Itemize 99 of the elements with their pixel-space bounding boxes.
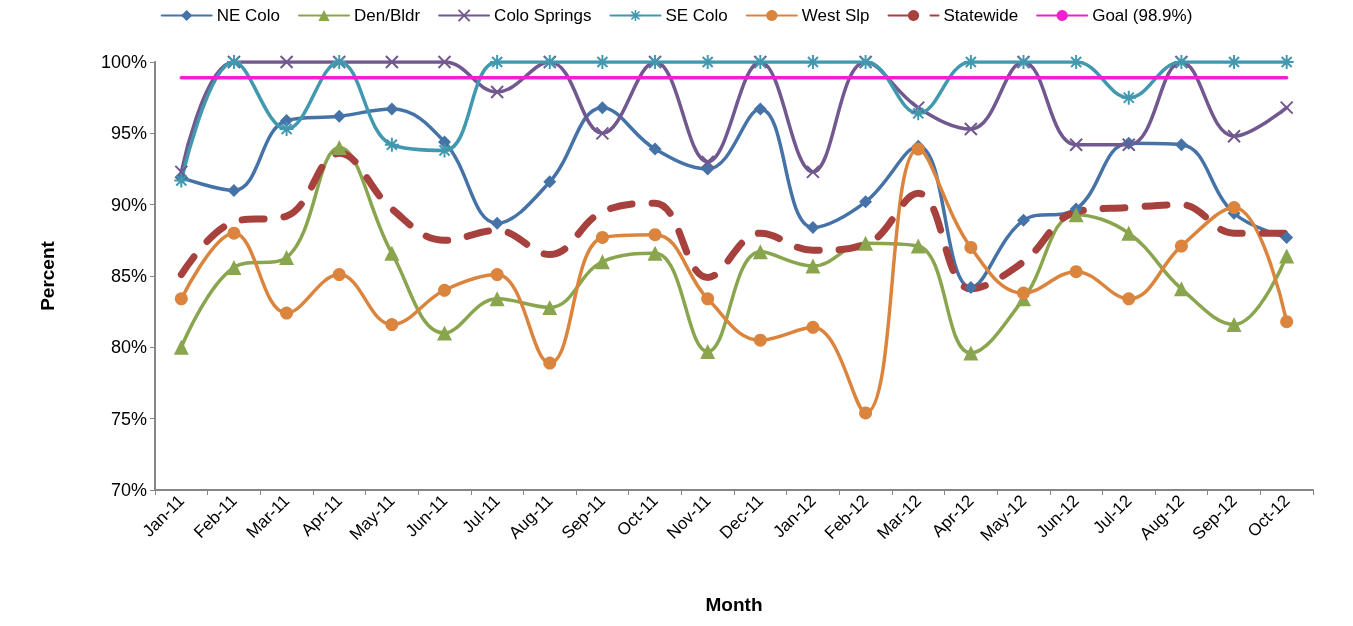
- point: [752, 244, 768, 260]
- point: [1017, 213, 1030, 227]
- point: [1069, 137, 1084, 152]
- point: [806, 220, 820, 234]
- point: [332, 268, 346, 282]
- point: [279, 249, 295, 265]
- legend-label: Goal (98.9%): [1092, 6, 1193, 25]
- point: [859, 195, 873, 209]
- point: [437, 143, 452, 158]
- legend-label: Colo Springs: [494, 6, 592, 25]
- legend-label: NE Colo: [216, 6, 280, 25]
- legend-label: West Slp: [801, 6, 870, 25]
- point: [964, 280, 978, 294]
- point: [1280, 230, 1294, 244]
- point: [595, 55, 610, 69]
- point: [1017, 286, 1030, 300]
- point: [542, 299, 558, 315]
- point: [594, 254, 610, 270]
- point: [174, 292, 188, 306]
- point: [438, 283, 451, 297]
- point: [648, 142, 662, 156]
- point: [964, 240, 978, 254]
- point: [280, 306, 294, 320]
- point: [543, 356, 557, 370]
- y-tick-label: 90%: [110, 194, 147, 215]
- point: [1121, 90, 1136, 105]
- point: [1174, 239, 1188, 253]
- point: [384, 245, 400, 261]
- y-tick-label: 100%: [100, 52, 147, 72]
- point: [1279, 248, 1295, 264]
- point: [385, 102, 399, 116]
- point: [700, 344, 716, 360]
- y-tick-label: 75%: [110, 408, 147, 429]
- y-axis-title: Percent: [37, 240, 58, 311]
- point: [490, 268, 504, 282]
- point: [595, 101, 609, 115]
- point: [753, 333, 767, 347]
- point: [753, 102, 767, 116]
- point: [805, 258, 821, 274]
- point: [1173, 281, 1189, 297]
- legend-label: SE Colo: [665, 6, 728, 25]
- point: [647, 245, 663, 261]
- point: [700, 154, 715, 169]
- point: [1280, 315, 1294, 329]
- y-tick-label: 80%: [110, 337, 147, 358]
- point: [1279, 100, 1294, 115]
- y-tick-label: 95%: [110, 123, 147, 144]
- point: [1226, 317, 1242, 333]
- legend-label: Statewide: [943, 6, 1019, 25]
- point: [1227, 55, 1242, 69]
- point: [332, 109, 346, 123]
- point: [385, 318, 399, 331]
- point: [805, 164, 820, 179]
- point: [489, 291, 505, 307]
- point: [1122, 292, 1136, 306]
- point: [911, 106, 926, 121]
- point: [595, 126, 610, 141]
- point: [490, 84, 505, 99]
- point: [806, 320, 820, 334]
- point: [437, 325, 452, 341]
- point: [384, 137, 399, 152]
- point: [227, 226, 241, 240]
- point: [1174, 138, 1188, 152]
- point: [963, 122, 978, 137]
- point: [173, 339, 189, 355]
- point: [858, 235, 874, 251]
- point: [174, 164, 189, 179]
- point: [805, 55, 820, 69]
- point: [279, 122, 294, 137]
- point: [331, 140, 347, 156]
- point: [1069, 55, 1084, 69]
- point: [859, 406, 873, 420]
- point: [279, 55, 294, 69]
- point: [1227, 129, 1242, 144]
- point: [227, 183, 241, 197]
- point: [701, 292, 715, 306]
- point: [648, 228, 662, 242]
- point: [963, 55, 978, 69]
- point: [1069, 265, 1083, 279]
- legend-label: Den/Bldr: [353, 6, 421, 25]
- y-tick-label: 70%: [110, 480, 147, 500]
- point: [1227, 201, 1241, 215]
- point: [438, 135, 451, 149]
- point: [437, 55, 452, 69]
- point: [963, 345, 979, 361]
- point: [490, 216, 504, 230]
- point: [1121, 225, 1137, 241]
- y-tick-label: 85%: [110, 266, 147, 286]
- point: [543, 175, 557, 189]
- point: [1279, 55, 1294, 69]
- point: [700, 55, 715, 69]
- point: [384, 55, 399, 69]
- point: [1068, 207, 1084, 223]
- point: [595, 230, 609, 244]
- point: [910, 238, 926, 254]
- point: [701, 162, 715, 176]
- point: [226, 259, 242, 275]
- point: [490, 55, 505, 69]
- x-axis-title: Month: [705, 594, 763, 615]
